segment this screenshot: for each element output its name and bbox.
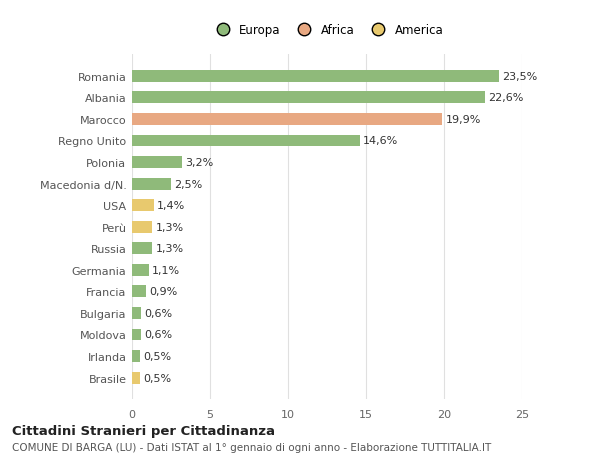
Text: 0,6%: 0,6%	[145, 330, 173, 340]
Bar	[132, 264, 149, 276]
Bar	[132, 114, 442, 126]
Bar	[132, 243, 152, 255]
Text: 0,9%: 0,9%	[149, 287, 178, 297]
Bar	[132, 178, 171, 190]
Legend: Europa, Africa, America: Europa, Africa, America	[206, 20, 448, 42]
Text: 0,6%: 0,6%	[145, 308, 173, 318]
Bar	[132, 71, 499, 83]
Bar	[132, 221, 152, 233]
Text: COMUNE DI BARGA (LU) - Dati ISTAT al 1° gennaio di ogni anno - Elaborazione TUTT: COMUNE DI BARGA (LU) - Dati ISTAT al 1° …	[12, 442, 491, 452]
Text: Cittadini Stranieri per Cittadinanza: Cittadini Stranieri per Cittadinanza	[12, 424, 275, 437]
Bar	[132, 157, 182, 168]
Bar	[132, 92, 485, 104]
Text: 22,6%: 22,6%	[488, 93, 523, 103]
Bar	[132, 329, 142, 341]
Text: 3,2%: 3,2%	[185, 158, 213, 168]
Bar	[132, 372, 140, 384]
Bar	[132, 308, 142, 319]
Text: 1,4%: 1,4%	[157, 201, 185, 211]
Text: 0,5%: 0,5%	[143, 373, 171, 383]
Bar	[132, 286, 146, 297]
Text: 23,5%: 23,5%	[502, 72, 537, 82]
Bar	[132, 200, 154, 212]
Text: 14,6%: 14,6%	[363, 136, 398, 146]
Text: 2,5%: 2,5%	[174, 179, 202, 189]
Bar	[132, 135, 360, 147]
Text: 1,3%: 1,3%	[155, 222, 184, 232]
Text: 0,5%: 0,5%	[143, 351, 171, 361]
Text: 1,3%: 1,3%	[155, 244, 184, 254]
Text: 1,1%: 1,1%	[152, 265, 181, 275]
Text: 19,9%: 19,9%	[446, 115, 481, 125]
Bar	[132, 350, 140, 362]
